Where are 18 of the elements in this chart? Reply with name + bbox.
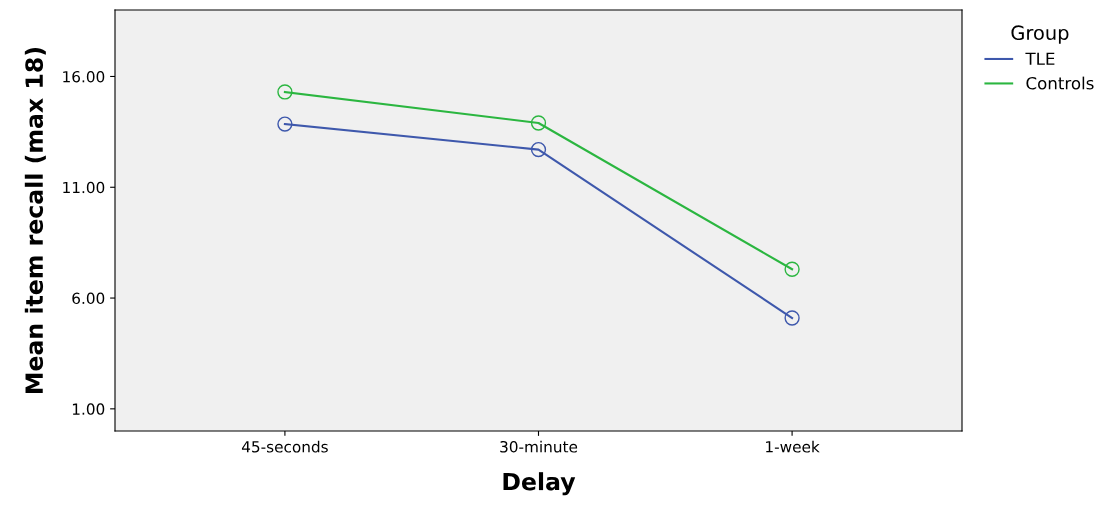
y-tick-label: 1.00 <box>72 403 105 415</box>
y-tick-label: 6.00 <box>72 292 105 305</box>
y-tick-label: 11.00 <box>63 181 105 194</box>
point <box>784 261 800 277</box>
x-tick-label: 1-week <box>766 440 820 453</box>
x-axis-title: Delay <box>503 472 576 496</box>
y-axis-title: Mean item recall (max 18) <box>24 47 46 393</box>
x-tick-label: 45-seconds <box>241 440 328 453</box>
point <box>277 116 293 132</box>
legend-title: Group <box>1011 25 1069 44</box>
point <box>784 310 800 326</box>
point <box>277 84 293 100</box>
legend-label: Controls <box>1026 76 1094 90</box>
y-tick-label: 16.00 <box>63 70 105 83</box>
point <box>530 141 547 158</box>
x-tick-label: 30-minute <box>500 440 578 453</box>
legend-label: TLE <box>1025 52 1055 65</box>
point <box>530 115 547 131</box>
